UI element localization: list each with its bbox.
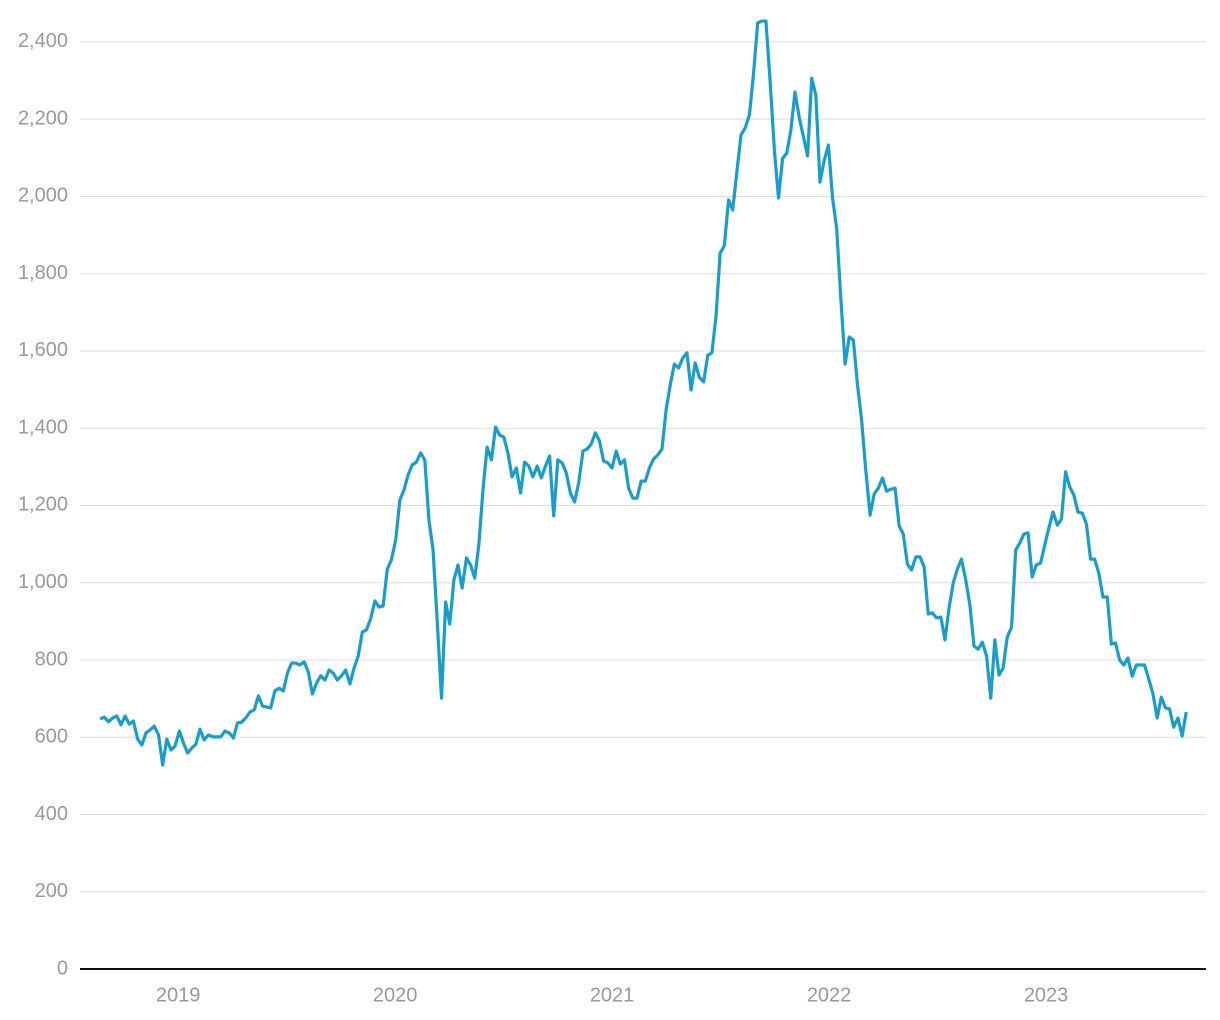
y-tick-label: 2,000	[18, 185, 68, 207]
y-tick-label: 600	[35, 726, 68, 748]
x-tick-label: 2021	[590, 984, 635, 1006]
y-tick-label: 400	[35, 803, 68, 825]
x-tick-label: 2022	[807, 984, 852, 1006]
line-series	[99, 19, 1188, 767]
y-tick-label: 1,200	[18, 494, 68, 516]
y-tick-label: 200	[35, 880, 68, 902]
y-tick-label: 0	[57, 957, 68, 979]
x-tick-label: 2020	[373, 984, 418, 1006]
x-tick-label: 2019	[156, 984, 201, 1006]
y-tick-label: 2,200	[18, 107, 68, 129]
y-tick-label: 1,800	[18, 262, 68, 284]
y-tick-label: 1,600	[18, 339, 68, 361]
y-tick-label: 1,000	[18, 571, 68, 593]
y-tick-label: 1,400	[18, 416, 68, 438]
y-tick-label: 800	[35, 648, 68, 670]
y-tick-label: 2,400	[18, 30, 68, 52]
x-tick-label: 2023	[1024, 984, 1069, 1006]
